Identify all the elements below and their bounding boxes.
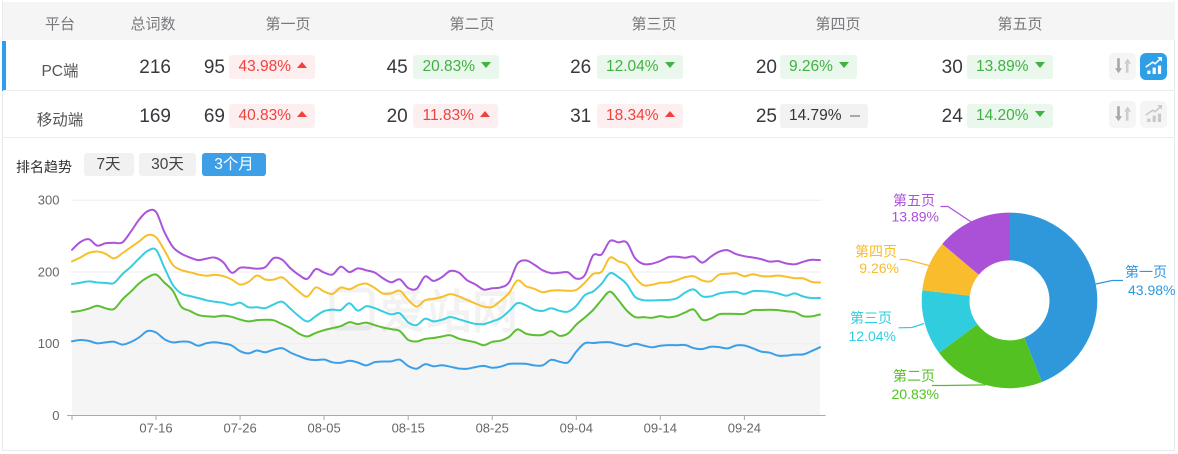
svg-text:08-25: 08-25	[476, 421, 509, 436]
svg-text:12.04%: 12.04%	[849, 328, 896, 344]
svg-text:100: 100	[38, 336, 60, 351]
svg-text:第二页: 第二页	[893, 368, 935, 384]
svg-text:第四页: 第四页	[855, 244, 897, 260]
svg-text:09-14: 09-14	[644, 421, 677, 436]
svg-text:20.83%: 20.83%	[892, 386, 939, 402]
svg-text:13.89%: 13.89%	[892, 209, 939, 225]
svg-text:07-16: 07-16	[139, 421, 172, 436]
svg-text:43.98%: 43.98%	[1128, 282, 1175, 298]
svg-text:9.26%: 9.26%	[859, 260, 899, 276]
svg-text:09-24: 09-24	[728, 421, 761, 436]
svg-text:08-05: 08-05	[307, 421, 340, 436]
svg-text:300: 300	[38, 193, 60, 208]
svg-text:第三页: 第三页	[850, 310, 892, 326]
svg-text:07-26: 07-26	[223, 421, 256, 436]
svg-text:0: 0	[52, 408, 59, 423]
svg-text:08-15: 08-15	[392, 421, 425, 436]
svg-text:200: 200	[38, 265, 60, 280]
svg-text:09-04: 09-04	[560, 421, 593, 436]
svg-text:第五页: 第五页	[893, 193, 935, 209]
svg-text:第一页: 第一页	[1125, 264, 1167, 280]
